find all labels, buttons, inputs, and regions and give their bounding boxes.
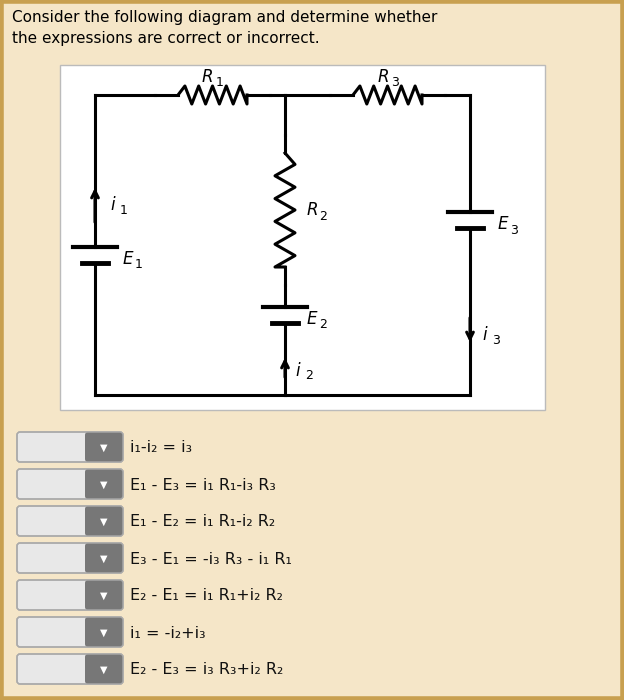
- Text: E₁ - E₂ = i₁ R₁-i₂ R₂: E₁ - E₂ = i₁ R₁-i₂ R₂: [130, 514, 275, 529]
- Text: 1: 1: [135, 258, 143, 272]
- Text: ▼: ▼: [100, 554, 108, 564]
- Text: E: E: [307, 310, 318, 328]
- Text: 2: 2: [319, 318, 327, 332]
- Text: E: E: [123, 250, 134, 268]
- FancyBboxPatch shape: [85, 432, 123, 462]
- Text: i: i: [482, 326, 487, 344]
- Text: 1: 1: [215, 76, 223, 90]
- FancyBboxPatch shape: [17, 654, 123, 684]
- Text: ▼: ▼: [100, 480, 108, 490]
- FancyBboxPatch shape: [17, 617, 123, 647]
- Text: ▼: ▼: [100, 443, 108, 453]
- FancyBboxPatch shape: [85, 580, 123, 610]
- Text: i: i: [110, 196, 115, 214]
- Text: R: R: [202, 68, 213, 86]
- FancyBboxPatch shape: [17, 506, 123, 536]
- Text: 2: 2: [319, 209, 327, 223]
- Text: i₁ = -i₂+i₃: i₁ = -i₂+i₃: [130, 626, 206, 641]
- Text: E₁ - E₃ = i₁ R₁-i₃ R₃: E₁ - E₃ = i₁ R₁-i₃ R₃: [130, 477, 276, 493]
- FancyBboxPatch shape: [85, 506, 123, 536]
- Text: ▼: ▼: [100, 665, 108, 675]
- Text: E: E: [498, 215, 509, 233]
- Text: i₁-i₂ = i₃: i₁-i₂ = i₃: [130, 440, 192, 456]
- Text: 3: 3: [492, 333, 500, 346]
- Text: E₂ - E₁ = i₁ R₁+i₂ R₂: E₂ - E₁ = i₁ R₁+i₂ R₂: [130, 589, 283, 603]
- Text: Consider the following diagram and determine whether
the expressions are correct: Consider the following diagram and deter…: [12, 10, 437, 46]
- FancyBboxPatch shape: [17, 432, 123, 462]
- FancyBboxPatch shape: [17, 469, 123, 499]
- Text: R: R: [307, 201, 318, 219]
- FancyBboxPatch shape: [17, 543, 123, 573]
- Text: R: R: [378, 68, 389, 86]
- FancyBboxPatch shape: [85, 654, 123, 684]
- Text: ▼: ▼: [100, 628, 108, 638]
- FancyBboxPatch shape: [85, 617, 123, 647]
- Text: E₃ - E₁ = -i₃ R₃ - i₁ R₁: E₃ - E₁ = -i₃ R₃ - i₁ R₁: [130, 552, 292, 566]
- Text: i: i: [295, 361, 300, 379]
- Text: ▼: ▼: [100, 591, 108, 601]
- Text: 3: 3: [392, 76, 399, 90]
- Text: 2: 2: [305, 369, 313, 382]
- FancyBboxPatch shape: [85, 469, 123, 499]
- Bar: [60, 65, 545, 410]
- Text: 1: 1: [120, 204, 128, 216]
- FancyBboxPatch shape: [85, 543, 123, 573]
- Text: ▼: ▼: [100, 517, 108, 527]
- FancyBboxPatch shape: [17, 580, 123, 610]
- Text: 3: 3: [510, 223, 518, 237]
- Text: E₂ - E₃ = i₃ R₃+i₂ R₂: E₂ - E₃ = i₃ R₃+i₂ R₂: [130, 662, 283, 678]
